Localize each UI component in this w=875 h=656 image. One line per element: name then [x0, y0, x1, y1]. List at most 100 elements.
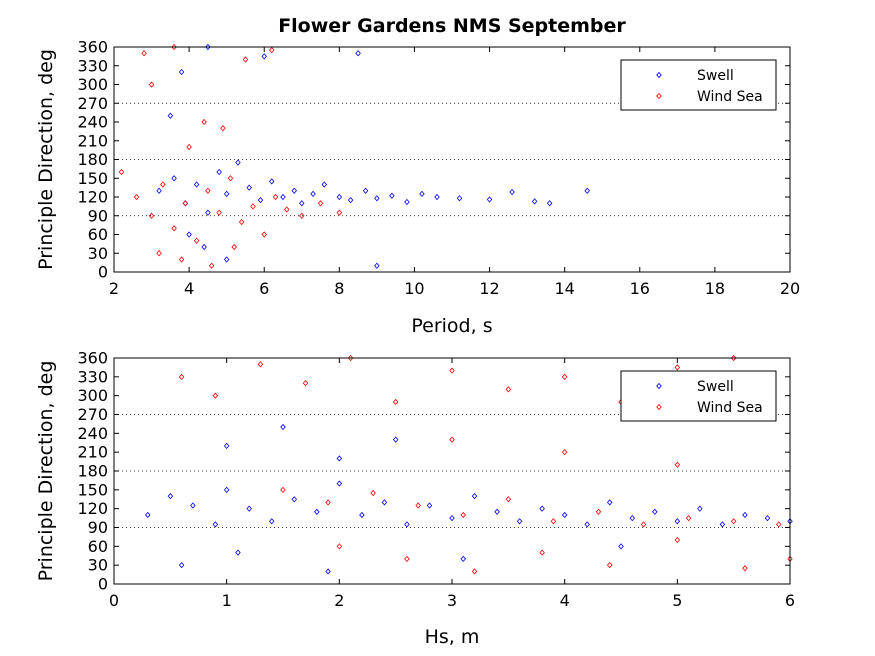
data-point	[208, 262, 215, 269]
y-tick-label: 210	[77, 131, 108, 150]
data-point	[216, 209, 222, 216]
data-point	[133, 193, 140, 201]
series-swell	[156, 43, 590, 269]
data-point	[317, 200, 324, 207]
data-point	[674, 518, 681, 525]
data-point	[516, 518, 523, 525]
data-point	[415, 502, 421, 509]
data-point	[178, 562, 185, 569]
data-point	[261, 231, 267, 238]
data-point	[629, 514, 635, 522]
y-tick-label: 150	[77, 169, 108, 188]
y-tick-label: 90	[88, 518, 108, 537]
y-tick-label: 360	[77, 349, 108, 368]
data-point	[171, 175, 177, 182]
data-point	[336, 543, 343, 550]
data-point	[730, 354, 737, 362]
data-point	[167, 112, 174, 119]
y-tick-label: 30	[88, 244, 108, 263]
data-point	[302, 380, 309, 387]
x-tick-label: 8	[334, 279, 344, 298]
data-point	[280, 486, 286, 493]
data-point	[359, 511, 365, 519]
data-point	[325, 568, 331, 575]
x-axis-label: Hs, m	[425, 626, 480, 648]
y-tick-label: 300	[77, 386, 108, 405]
legend-entry: Wind Sea	[697, 89, 763, 105]
data-point	[148, 81, 155, 88]
data-point	[269, 47, 275, 54]
data-point	[419, 190, 425, 197]
data-point	[389, 192, 395, 199]
legend-marker	[656, 92, 662, 100]
data-point	[550, 518, 557, 525]
data-point	[719, 521, 726, 528]
data-point	[460, 511, 466, 519]
x-tick-label: 12	[479, 279, 499, 298]
data-point	[250, 203, 256, 210]
data-point	[223, 442, 230, 449]
data-point	[171, 43, 177, 51]
y-tick-label: 210	[77, 443, 108, 462]
x-tick-label: 10	[404, 279, 424, 298]
data-point	[546, 200, 553, 207]
x-tick-label: 14	[554, 279, 574, 298]
data-point	[269, 178, 275, 185]
data-point	[156, 187, 162, 194]
x-tick-label: 4	[560, 591, 570, 610]
data-point	[193, 181, 200, 188]
chart-title: Flower Gardens NMS September	[278, 15, 626, 37]
data-point	[178, 68, 185, 76]
data-point	[148, 212, 155, 219]
data-point	[156, 250, 162, 257]
data-point	[449, 514, 455, 522]
data-point	[235, 159, 241, 166]
data-point	[392, 436, 399, 443]
data-point	[674, 364, 681, 371]
legend-marker	[656, 403, 662, 411]
series-wind-sea	[178, 354, 793, 575]
data-point	[291, 187, 297, 194]
data-point	[212, 521, 219, 528]
data-point	[280, 193, 286, 201]
legend: Swell Wind Sea	[620, 370, 777, 422]
data-point	[145, 511, 151, 519]
data-point	[449, 436, 455, 443]
data-point	[561, 511, 568, 519]
data-point	[336, 193, 343, 201]
data-point	[539, 505, 545, 512]
y-tick-label: 60	[88, 225, 108, 244]
y-tick-label: 120	[77, 499, 108, 518]
data-point	[336, 209, 343, 216]
data-point	[223, 486, 230, 493]
data-point	[205, 187, 211, 194]
data-point	[227, 175, 234, 182]
data-point	[257, 361, 264, 368]
y-tick-label: 0	[98, 575, 108, 594]
data-point	[310, 190, 316, 197]
data-point	[178, 256, 185, 263]
data-point	[284, 206, 290, 213]
y-axis-label: Principle Direction, deg	[35, 361, 57, 582]
legend-box	[620, 59, 777, 111]
x-tick-label: 2	[109, 279, 119, 298]
y-tick-label: 240	[77, 113, 108, 132]
y-tick-label: 330	[77, 367, 108, 386]
data-point	[460, 555, 466, 562]
y-tick-label: 300	[77, 75, 108, 94]
data-point	[325, 499, 331, 506]
y-tick-label: 90	[88, 206, 108, 225]
y-tick-label: 120	[77, 188, 108, 207]
x-tick-label: 6	[259, 279, 269, 298]
legend-entry: Swell	[697, 379, 734, 395]
data-point	[347, 197, 354, 204]
legend-marker	[656, 71, 662, 79]
y-tick-label: 60	[88, 537, 108, 556]
data-point	[531, 198, 538, 205]
data-point	[674, 461, 681, 468]
data-point	[471, 493, 478, 500]
legend-entry: Swell	[697, 68, 734, 84]
data-point	[141, 50, 147, 57]
data-point	[291, 496, 297, 503]
data-point	[370, 489, 376, 497]
